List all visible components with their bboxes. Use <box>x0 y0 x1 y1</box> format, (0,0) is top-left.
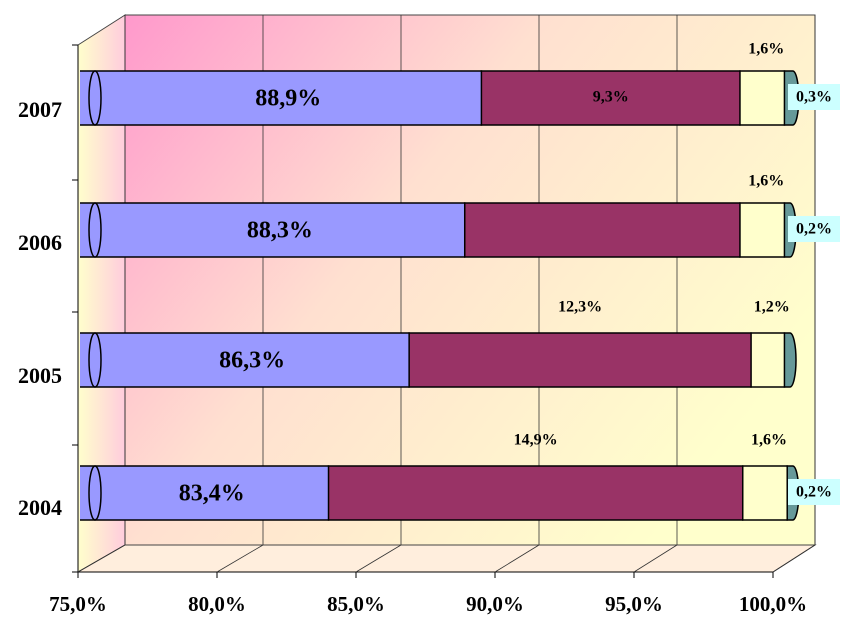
y-tick-label: 2005 <box>18 363 62 388</box>
y-tick-label: 2007 <box>18 97 62 122</box>
bar-group <box>80 70 800 126</box>
x-tick-label: 85,0% <box>327 592 385 616</box>
bar-segment <box>741 465 794 521</box>
bar-segment <box>327 465 750 521</box>
data-label: 1,6% <box>751 432 787 449</box>
bar-segment <box>739 70 792 126</box>
data-label: 88,3% <box>247 218 313 244</box>
data-label: 12,3% <box>558 299 602 316</box>
data-label: 14,9% <box>514 432 558 449</box>
y-tick-label: 2004 <box>18 495 62 520</box>
bar-segment <box>80 202 472 258</box>
data-label: 0,3% <box>796 89 832 106</box>
bar-segment <box>783 332 797 388</box>
floor-grid-line <box>633 544 678 573</box>
x-tick-label: 75,0% <box>49 592 107 616</box>
data-label: 9,3% <box>593 89 629 106</box>
bar-group <box>80 332 797 388</box>
data-label: 1,2% <box>754 299 790 316</box>
data-label: 1,6% <box>748 173 784 190</box>
bar-cap <box>88 70 102 126</box>
data-label: 83,4% <box>179 481 245 507</box>
data-label: 86,3% <box>219 348 285 374</box>
data-label: 0,2% <box>796 484 832 501</box>
bar-cap <box>88 332 102 388</box>
x-tick-label: 100,0% <box>739 592 807 616</box>
floor-grid-line <box>77 544 126 573</box>
floor <box>76 544 817 573</box>
bar-cap <box>88 202 102 258</box>
data-label-box <box>788 216 840 242</box>
data-label: 1,6% <box>748 41 784 58</box>
bar-group <box>80 202 797 258</box>
y-tick-label: 2006 <box>18 230 62 255</box>
floor-grid-line <box>772 544 816 573</box>
floor-grid-line <box>494 544 540 573</box>
bar-cap <box>88 465 102 521</box>
x-tick-label: 90,0% <box>466 592 524 616</box>
data-label-box <box>788 479 840 505</box>
bar-segment <box>739 202 792 258</box>
bar-segment <box>80 70 489 126</box>
x-tick-label: 80,0% <box>188 592 246 616</box>
data-label: 0,2% <box>796 221 832 238</box>
data-label: 88,9% <box>255 86 321 112</box>
bar-segment <box>463 202 747 258</box>
bar-segment <box>408 332 758 388</box>
x-tick-label: 95,0% <box>605 592 663 616</box>
floor-grid-line <box>216 544 264 573</box>
bar-segment <box>80 332 416 388</box>
floor-grid-line <box>355 544 402 573</box>
data-label-box <box>788 84 840 110</box>
bar-group <box>80 465 800 521</box>
